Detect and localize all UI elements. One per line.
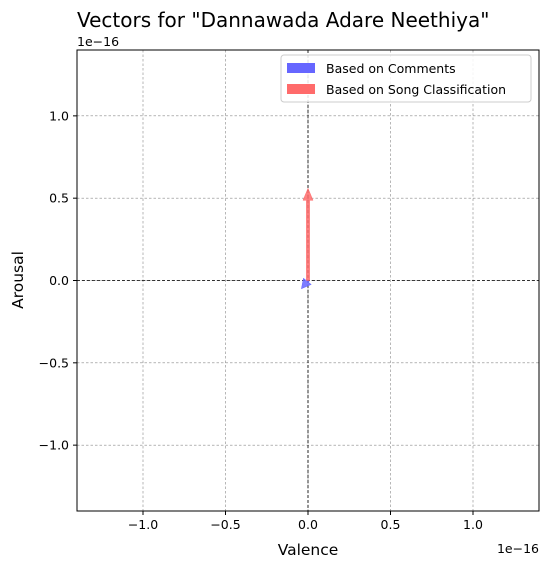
legend-box — [280, 54, 532, 103]
y-tick-label-4: 1.0 — [49, 108, 69, 123]
legend-label-comments: Based on Comments — [326, 61, 456, 76]
legend-label-song-classification: Based on Song Classification — [326, 82, 506, 97]
vector-0 — [301, 277, 312, 290]
x-tick-label-4: 1.0 — [463, 517, 483, 532]
x-tick-label-3: 0.5 — [381, 517, 401, 532]
x-axis-label: Valence — [278, 541, 339, 559]
y-tick-label-3: 0.5 — [49, 191, 69, 206]
y-tick-label-2: 0.0 — [49, 273, 69, 288]
vector-1 — [302, 187, 314, 281]
y-scale-label: 1e−16 — [77, 34, 119, 49]
y-tick-label-1: −0.5 — [39, 355, 69, 370]
x-scale-label: 1e−16 — [497, 541, 539, 556]
x-tick-label-2: 0.0 — [298, 517, 318, 532]
legend-swatch-song-classification — [287, 84, 315, 94]
x-tick-label-1: −0.5 — [210, 517, 240, 532]
chart-title: Vectors for "Dannawada Adare Neethiya" — [77, 8, 489, 32]
y-tick-label-0: −1.0 — [39, 438, 69, 453]
legend-swatch-comments — [287, 63, 315, 73]
x-tick-label-0: −1.0 — [128, 517, 158, 532]
legend: Based on Comments Based on Song Classifi… — [280, 54, 532, 103]
y-axis-label: Arousal — [9, 251, 27, 309]
